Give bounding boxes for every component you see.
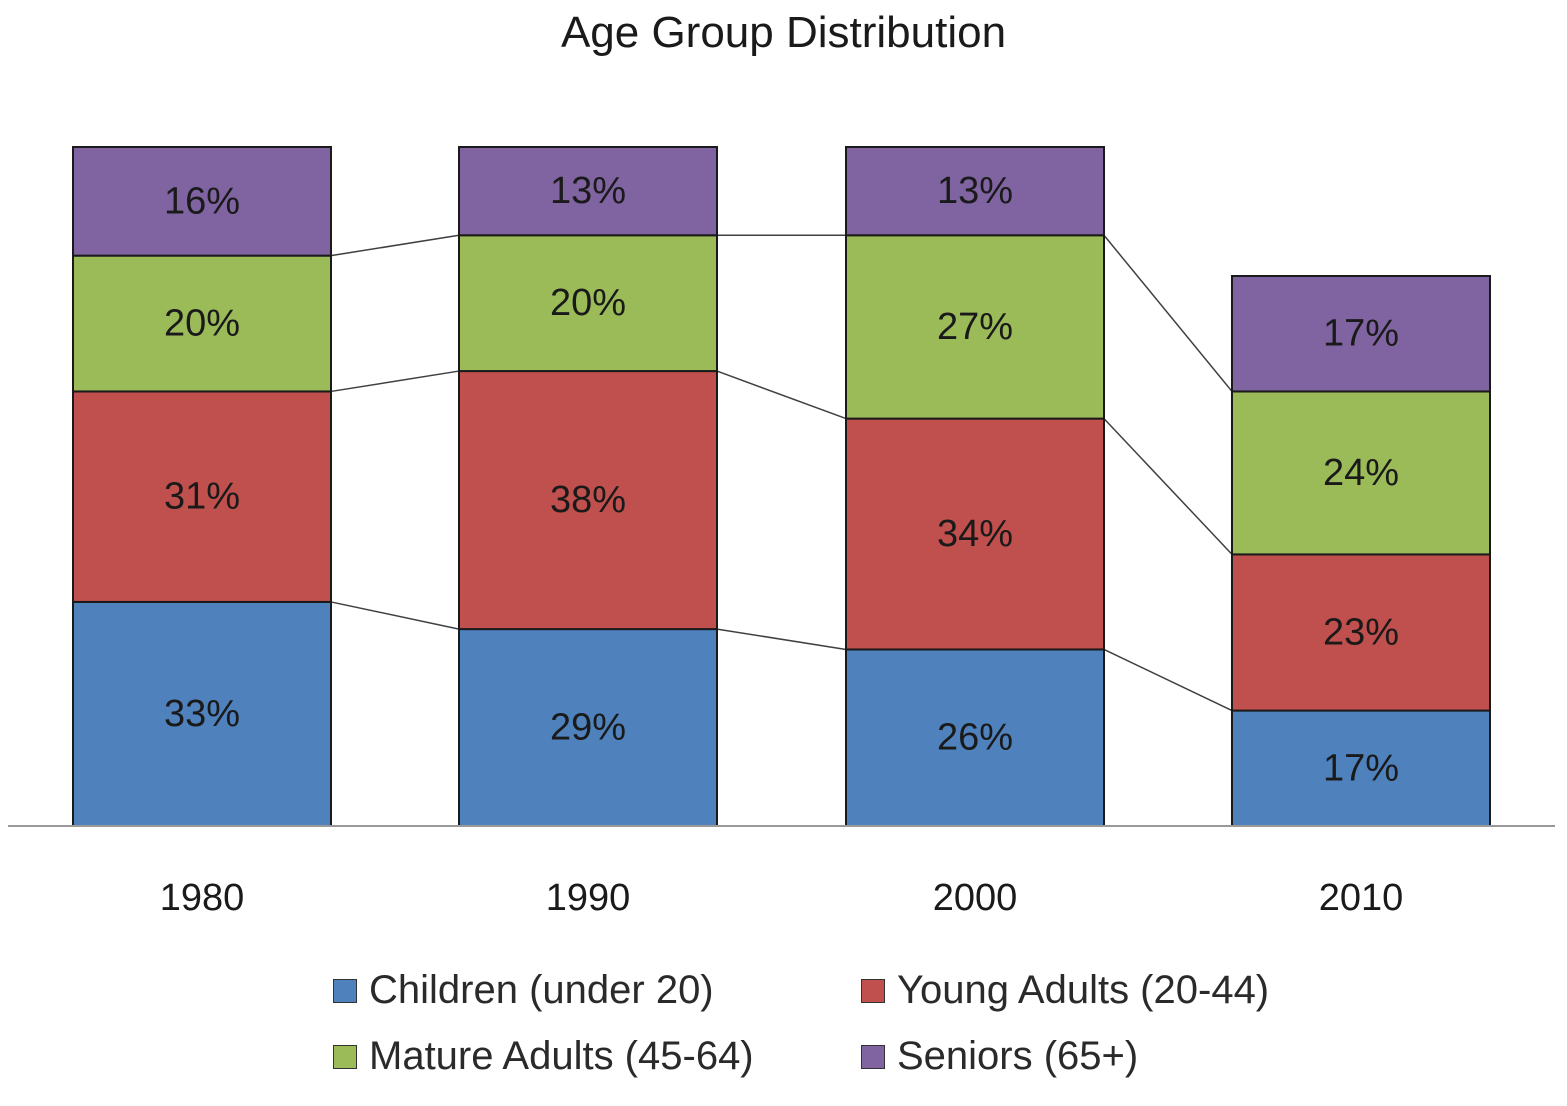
- series-line: [1103, 418, 1233, 555]
- bar-segment: [1231, 275, 1491, 393]
- bar-segment: [845, 146, 1105, 237]
- legend-label: Children (under 20): [369, 968, 714, 1012]
- legend-swatch: [861, 978, 885, 1003]
- data-label: 20%: [550, 282, 626, 324]
- data-label: 13%: [937, 170, 1013, 212]
- bar-segment: [845, 417, 1105, 651]
- x-tick-label: 2010: [1319, 877, 1404, 919]
- bar-segment: [72, 146, 332, 257]
- data-label: 27%: [937, 306, 1013, 348]
- series-line: [716, 370, 847, 420]
- data-label: 38%: [550, 479, 626, 521]
- bar-segment: [458, 628, 718, 828]
- data-label: 33%: [164, 693, 240, 735]
- bar-segment: [72, 390, 332, 603]
- data-label: 17%: [1323, 747, 1399, 789]
- legend-item: Young Adults (20-44): [861, 968, 1269, 1013]
- data-label: 34%: [937, 513, 1013, 555]
- series-line: [330, 370, 460, 393]
- legend-label: Seniors (65+): [897, 1034, 1139, 1078]
- data-label: 23%: [1323, 611, 1399, 653]
- legend-item: Children (under 20): [333, 968, 714, 1013]
- data-labels-group: 33% 31% 20% 16% 29% 38% 20% 13% 26% 34% 27% 13% 17% 2…: [164, 170, 1399, 789]
- series-line: [330, 234, 460, 257]
- x-tick-label: 1980: [160, 877, 245, 919]
- series-lines-group: [330, 234, 1233, 712]
- data-label: 29%: [550, 707, 626, 749]
- legend-item: Mature Adults (45-64): [333, 1034, 754, 1079]
- series-line: [1103, 648, 1233, 712]
- legend-label: Young Adults (20-44): [897, 968, 1270, 1012]
- legend-swatch: [861, 1044, 885, 1069]
- x-tick-label: 2000: [933, 877, 1018, 919]
- data-label: 31%: [164, 476, 240, 518]
- data-label: 16%: [164, 180, 240, 222]
- series-line: [1103, 234, 1233, 392]
- bar-segment: [845, 234, 1105, 420]
- bar-segment: [1231, 390, 1491, 556]
- legend-label: Mature Adults (45-64): [369, 1034, 754, 1078]
- bar-segment: [458, 146, 718, 237]
- series-line: [716, 628, 847, 651]
- chart-title: Age Group Distribution: [560, 8, 1007, 57]
- bar-segment: [72, 600, 332, 827]
- bars-group: [72, 146, 1491, 828]
- bar-segment: [458, 234, 718, 373]
- x-tick-labels-group: 1980 1990 2000 2010: [160, 877, 1404, 919]
- legend-swatch: [333, 1044, 357, 1069]
- data-label: 13%: [550, 170, 626, 212]
- bar-segment: [458, 370, 718, 631]
- series-line: [330, 601, 460, 630]
- data-label: 24%: [1323, 452, 1399, 494]
- data-label: 20%: [164, 303, 240, 345]
- data-label: 26%: [937, 717, 1013, 759]
- data-label: 17%: [1323, 313, 1399, 355]
- legend-swatch: [333, 978, 357, 1003]
- x-tick-label: 1990: [546, 877, 631, 919]
- bar-segment: [1231, 553, 1491, 712]
- legend-item: Seniors (65+): [861, 1034, 1138, 1079]
